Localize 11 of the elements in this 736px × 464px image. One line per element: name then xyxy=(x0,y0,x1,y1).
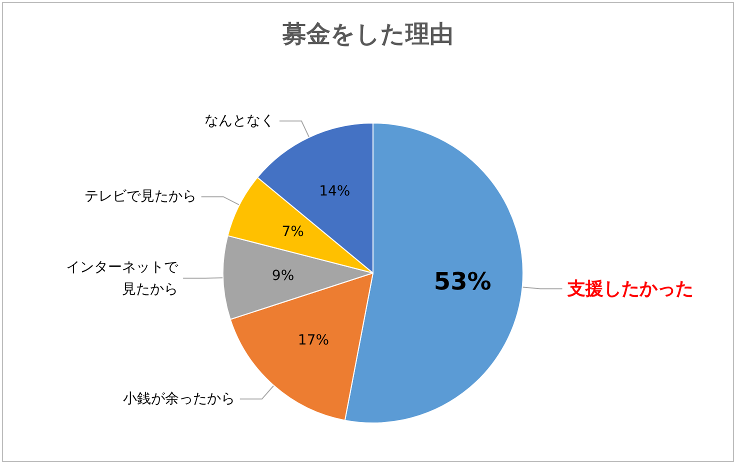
chart-title: 募金をした理由 xyxy=(282,20,454,48)
data-label: 14% xyxy=(319,184,350,200)
slice-label: なんとなく xyxy=(204,112,274,129)
slice-label: 小銭が余ったから xyxy=(122,391,235,408)
slice-label: インターネットで見たから xyxy=(66,259,180,298)
data-label: 9% xyxy=(272,268,294,284)
slice-label: テレビで見たから xyxy=(84,188,196,205)
slice-label: 支援したかった xyxy=(566,278,694,300)
data-label: 17% xyxy=(298,332,330,349)
data-label: 53% xyxy=(434,267,492,296)
data-label: 7% xyxy=(282,224,304,240)
